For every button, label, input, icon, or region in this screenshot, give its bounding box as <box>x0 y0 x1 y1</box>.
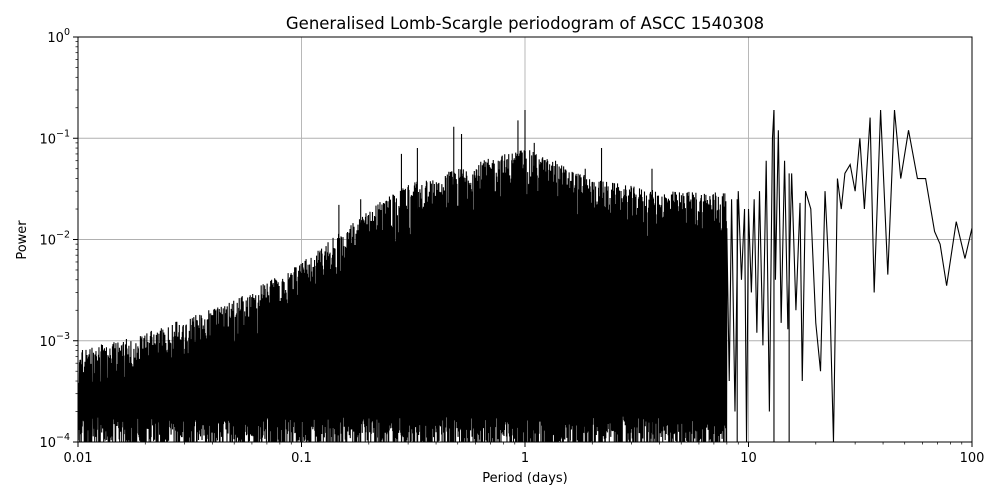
y-axis-label: Power <box>15 220 30 260</box>
y-tick-label-1: 10−3 <box>39 331 70 350</box>
series-line <box>78 109 972 442</box>
x-tick-label-1: 0.1 <box>291 451 312 466</box>
chart-title: Generalised Lomb-Scargle periodogram of … <box>286 14 764 33</box>
y-tick-label-3: 10−1 <box>39 128 70 147</box>
y-tick-label-0: 10−4 <box>39 432 70 451</box>
series-layer <box>78 109 972 442</box>
x-tick-label-2: 1 <box>521 451 529 466</box>
x-tick-label-3: 10 <box>740 451 757 466</box>
x-axis-label: Period (days) <box>482 471 568 486</box>
axis-ticks: 0.01 0.1 1 10 100 10−4 10−3 10−2 10−1 100 <box>39 27 984 466</box>
y-tick-label-4: 100 <box>47 27 70 46</box>
x-tick-label-0: 0.01 <box>64 451 93 466</box>
x-tick-label-4: 100 <box>960 451 985 466</box>
y-tick-label-2: 10−2 <box>39 230 70 249</box>
